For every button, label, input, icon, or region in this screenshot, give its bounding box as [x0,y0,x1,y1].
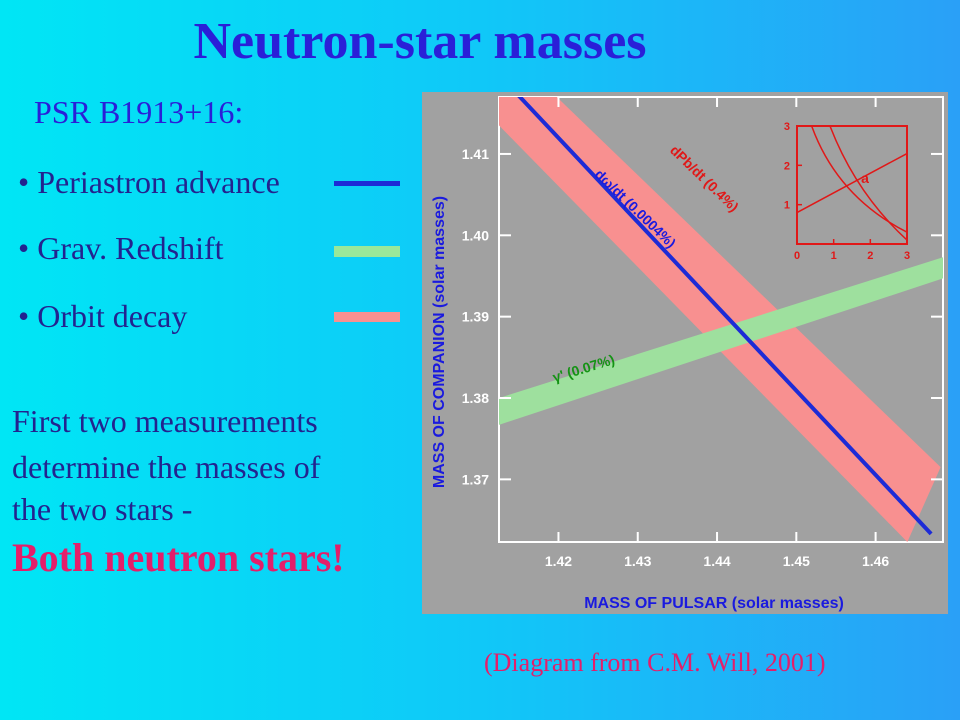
orbit-decay-band [499,97,941,542]
inset-x-tick-label: 2 [867,250,873,262]
paragraph-line-1: First two measurements [12,403,318,439]
x-tick-label: 1.43 [624,553,651,569]
mass-mass-diagram: dω/dt (0.0004%)dPb/dt (0.4%)γ' (0.07%) 1… [422,92,948,614]
inset-x-tick-label: 3 [904,250,910,262]
pulsar-name: PSR B1913+16: [34,94,244,130]
inset-x-tick-label: 0 [794,250,800,262]
inset-y-tick-label: 3 [784,121,790,133]
inset-panel: 0 1 2 3 1 2 3 a [784,121,910,262]
y-tick-label: 1.37 [462,471,489,487]
inset-line [796,152,908,214]
inset-label: a [861,170,869,186]
inset-y-tick-label: 1 [784,200,790,212]
inset-y-tick-label: 2 [784,160,790,172]
redshift-band [499,257,943,425]
legend-periastron-label: • Periastron advance [18,164,280,200]
conclusion-text: Both neutron stars! [12,535,345,580]
tick-layer: 1.42 1.43 1.44 1.45 1.46 1.41 1.40 1.39 1.38 1.37 [462,97,943,569]
y-tick-label: 1.41 [462,146,489,162]
y-axis-label: MASS OF COMPANION (solar masses) [431,196,448,488]
x-tick-label: 1.44 [703,553,730,569]
inset-x-tick-label: 1 [831,250,837,262]
y-tick-label: 1.38 [462,390,489,406]
legend-redshift-label: • Grav. Redshift [18,230,224,266]
x-tick-label: 1.45 [783,553,810,569]
x-tick-label: 1.42 [545,553,572,569]
legend-periastron-swatch [334,181,400,186]
paragraph-line-3: the two stars - [12,491,193,527]
periastron-line [517,97,933,536]
diagram-caption: (Diagram from C.M. Will, 2001) [484,648,826,677]
inset-curve-2 [829,125,908,241]
x-axis-label: MASS OF PULSAR (solar masses) [584,595,844,612]
y-tick-label: 1.39 [462,309,489,325]
inset-frame [796,125,908,245]
paragraph-line-2: determine the masses of [12,449,321,485]
inset-curve-1 [810,125,908,233]
legend-orbit-decay-swatch [334,312,400,322]
plot-frame [498,96,944,543]
x-tick-label: 1.46 [862,553,889,569]
legend-redshift-swatch [334,246,400,257]
legend-orbit-decay-label: • Orbit decay [18,298,188,334]
y-tick-label: 1.40 [462,227,489,243]
slide-title: Neutron-star masses [193,13,647,70]
